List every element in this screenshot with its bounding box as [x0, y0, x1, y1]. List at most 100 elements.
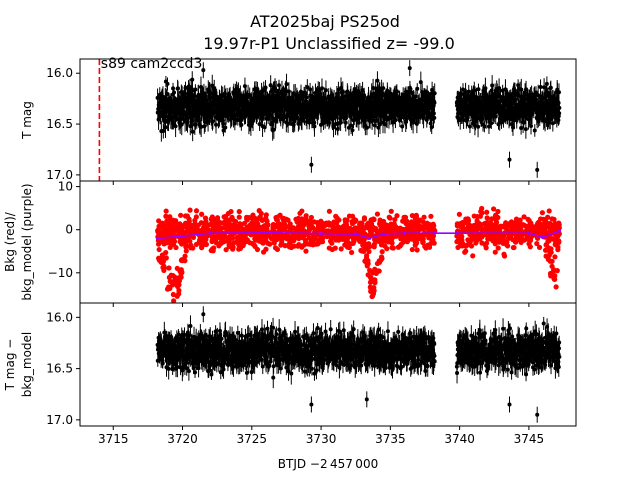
- bkg-point: [342, 242, 347, 247]
- bkg-point: [399, 242, 404, 247]
- data-point-outlier: [507, 158, 511, 162]
- bkg-point: [257, 208, 262, 213]
- bkg-point: [238, 244, 243, 249]
- bkg-point: [318, 219, 323, 224]
- data-point: [264, 85, 268, 89]
- bkg-point: [162, 224, 167, 229]
- bkg-point: [202, 220, 207, 225]
- bkg-point: [324, 220, 329, 225]
- bkg-point: [168, 239, 173, 244]
- bkg-point: [163, 214, 168, 219]
- bkg-point: [304, 213, 309, 218]
- bkg-point: [169, 222, 174, 227]
- data-point: [524, 127, 528, 131]
- bkg-point: [416, 226, 421, 231]
- bkg-point: [276, 221, 281, 226]
- data-point: [193, 87, 197, 91]
- bkg-point: [226, 242, 231, 247]
- data-point: [545, 82, 549, 86]
- data-point: [165, 82, 169, 86]
- data-point: [529, 124, 533, 128]
- data-point: [557, 106, 561, 110]
- data-point: [223, 92, 227, 96]
- data-point: [516, 83, 520, 87]
- bkg-point: [275, 247, 280, 252]
- data-point-outlier: [535, 168, 539, 172]
- bkg-point: [178, 213, 183, 218]
- bkg-point: [491, 206, 496, 211]
- data-point: [300, 119, 304, 123]
- data-point-outlier: [408, 66, 412, 70]
- data-point: [263, 125, 267, 129]
- bkg-point: [220, 239, 225, 244]
- bkg-point: [201, 225, 206, 230]
- bkg-point: [335, 234, 340, 239]
- y-tick-label: 16.5: [46, 117, 73, 131]
- bkg-point: [188, 245, 193, 250]
- data-point: [357, 121, 361, 125]
- bkg-point: [413, 220, 418, 225]
- figure-title-line2: 19.97r-P1 Unclassified z= -99.0: [203, 34, 455, 53]
- bkg-point: [330, 247, 335, 252]
- bkg-point: [197, 237, 202, 242]
- data-point: [191, 130, 195, 134]
- bkg-point: [389, 245, 394, 250]
- data-point: [324, 88, 328, 92]
- bkg-point: [199, 212, 204, 217]
- data-point: [236, 90, 240, 94]
- bkg-point: [228, 209, 233, 214]
- bkg-point: [271, 224, 276, 229]
- bkg-point: [410, 213, 415, 218]
- bkg-point: [421, 215, 426, 220]
- bkg-point: [309, 215, 314, 220]
- data-point: [415, 87, 419, 91]
- data-point: [365, 126, 369, 130]
- bkg-point: [299, 208, 304, 213]
- bkg-point: [378, 219, 383, 224]
- bkg-point: [371, 227, 376, 232]
- y-tick-label: 16.0: [46, 66, 73, 80]
- data-point: [422, 115, 426, 119]
- data-point: [339, 121, 343, 125]
- bkg-point: [250, 241, 255, 246]
- bkg-point: [372, 242, 377, 247]
- bkg-point: [224, 247, 229, 252]
- bkg-point: [223, 214, 228, 219]
- bkg-point: [371, 216, 376, 221]
- bkg-point: [327, 209, 332, 214]
- data-point: [214, 123, 218, 127]
- bkg-point: [343, 217, 348, 222]
- bkg-point: [414, 237, 419, 242]
- bkg-point: [168, 217, 173, 222]
- data-point: [327, 121, 331, 125]
- bkg-point: [177, 224, 182, 229]
- bkg-point: [225, 226, 230, 231]
- bkg-point: [344, 223, 349, 228]
- bkg-point: [283, 217, 288, 222]
- bkg-point: [230, 247, 235, 252]
- bkg-point: [303, 249, 308, 254]
- data-point: [468, 125, 472, 129]
- bkg-point: [295, 244, 300, 249]
- bkg-point: [261, 224, 266, 229]
- bkg-point: [293, 217, 298, 222]
- bkg-point: [431, 223, 436, 228]
- data-point: [539, 85, 543, 89]
- bkg-point: [249, 224, 254, 229]
- data-point: [223, 125, 227, 129]
- bkg-point: [173, 245, 178, 250]
- bkg-point: [211, 217, 216, 222]
- bkg-point: [257, 239, 262, 244]
- data-point: [381, 86, 385, 90]
- y-axis-label: T mag: [20, 101, 34, 140]
- data-point: [557, 101, 561, 105]
- data-point: [395, 89, 399, 93]
- bkg-point: [330, 228, 335, 233]
- bkg-point: [210, 223, 215, 228]
- bkg-point: [282, 223, 287, 228]
- bkg-point: [375, 211, 380, 216]
- bkg-point: [187, 208, 192, 213]
- bkg-point: [184, 248, 189, 253]
- bkg-point: [194, 214, 199, 219]
